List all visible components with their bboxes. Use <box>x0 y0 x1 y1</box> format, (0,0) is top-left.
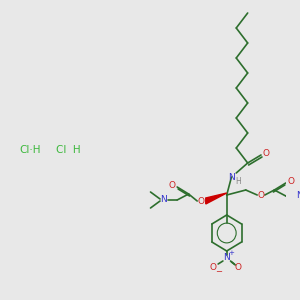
Text: +: + <box>229 250 234 256</box>
Text: Cl·H: Cl·H <box>20 145 41 155</box>
Text: N: N <box>223 254 230 262</box>
Polygon shape <box>206 193 227 204</box>
Text: O: O <box>210 262 217 272</box>
Text: H: H <box>235 176 241 185</box>
Text: N: N <box>296 191 300 200</box>
Text: O: O <box>169 182 176 190</box>
Text: O: O <box>287 178 294 187</box>
Text: O: O <box>197 196 205 206</box>
Text: −: − <box>214 268 222 277</box>
Text: Cl  H: Cl H <box>56 145 81 155</box>
Text: O: O <box>235 262 242 272</box>
Text: O: O <box>262 148 269 158</box>
Text: O: O <box>257 190 265 200</box>
Text: N: N <box>160 196 167 205</box>
Text: N: N <box>228 172 235 182</box>
